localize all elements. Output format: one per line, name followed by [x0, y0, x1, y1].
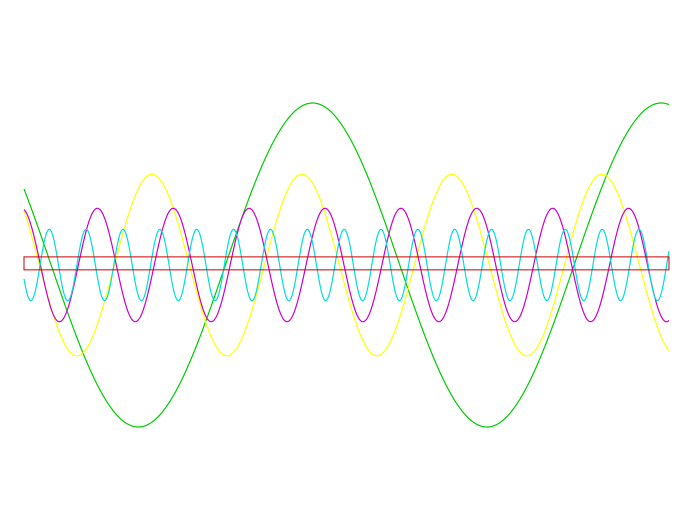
- series-line-3: [23, 207, 670, 323]
- baseline-band: [23, 256, 670, 271]
- series-layer: [23, 102, 670, 428]
- series-line-1: [23, 102, 670, 428]
- series-line-2: [23, 173, 670, 357]
- series-line-4: [23, 228, 670, 302]
